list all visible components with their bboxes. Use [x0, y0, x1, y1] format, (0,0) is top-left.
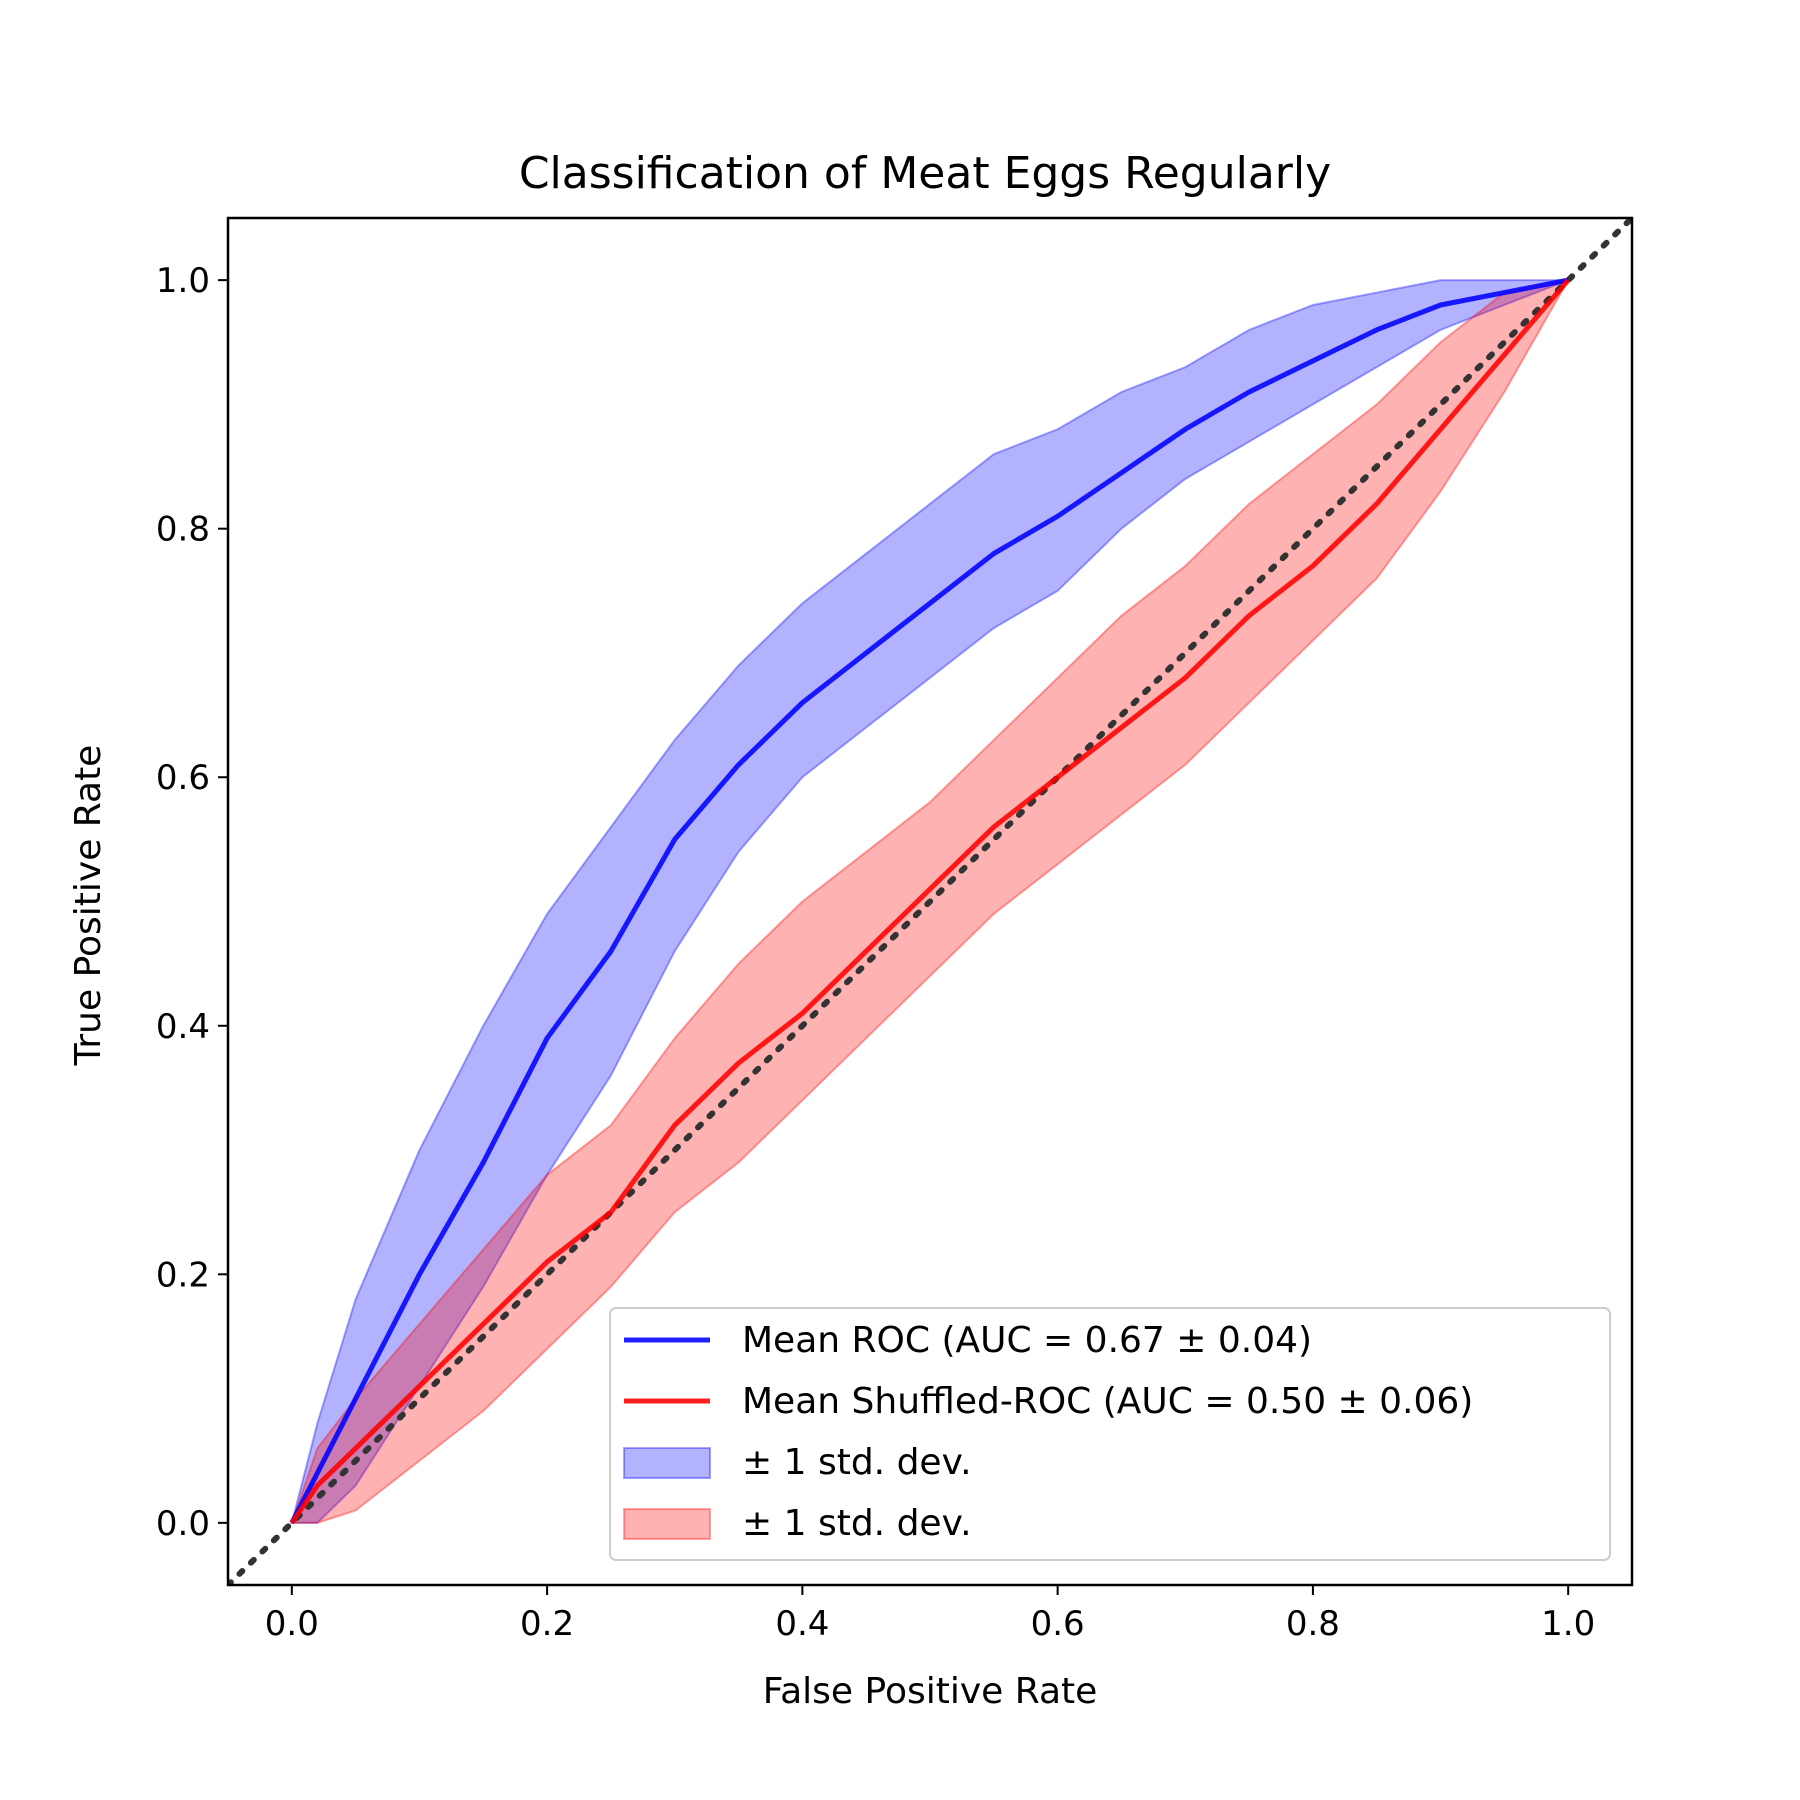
x-tick-label: 0.6 — [1031, 1604, 1085, 1644]
chart-title: Classification of Meat Eggs Regularly — [519, 148, 1331, 199]
y-tick-label: 0.0 — [156, 1504, 210, 1544]
legend-box — [609, 1307, 1611, 1561]
plot-marks — [228, 218, 1632, 1585]
x-tick-label: 1.0 — [1541, 1604, 1595, 1644]
y-axis-label: True Positive Rate — [68, 745, 109, 1067]
legend-entry-label: Mean ROC (AUC = 0.67 ± 0.04) — [742, 1320, 1312, 1361]
x-tick-label: 0.8 — [1286, 1604, 1340, 1644]
series-line-0 — [289, 277, 1569, 1525]
legend-entry-label: ± 1 std. dev. — [742, 1503, 972, 1544]
legend: Mean ROC (AUC = 0.67 ± 0.04) Mean Shuffle… — [609, 1307, 1611, 1561]
y-tick-label: 0.8 — [156, 510, 210, 550]
y-tick-label: 1.0 — [156, 261, 210, 301]
legend-entry-label: Mean Shuffled-ROC (AUC = 0.50 ± 0.06) — [742, 1381, 1473, 1422]
legend-entry-label: ± 1 std. dev. — [742, 1442, 972, 1483]
x-axis-label: False Positive Rate — [763, 1671, 1098, 1712]
legend-patch-swatch — [623, 1447, 711, 1479]
x-tick-label: 0.2 — [520, 1604, 574, 1644]
chance-reference-line — [228, 218, 1632, 1585]
y-tick-label: 0.4 — [156, 1007, 210, 1047]
legend-patch-swatch — [623, 1508, 711, 1540]
x-tick-label: 0.4 — [775, 1604, 829, 1644]
series-line-1 — [289, 278, 1571, 1525]
x-tick-label: 0.0 — [265, 1604, 319, 1644]
y-tick-label: 0.2 — [156, 1255, 210, 1295]
axes-frame — [226, 216, 1634, 1587]
plot-area: 0.0 0.2 0.4 0.6 0.8 1.0 0.0 0.2 0.4 0.6 0.8 1.0 — [156, 216, 1634, 1644]
y-tick-label: 0.6 — [156, 758, 210, 798]
